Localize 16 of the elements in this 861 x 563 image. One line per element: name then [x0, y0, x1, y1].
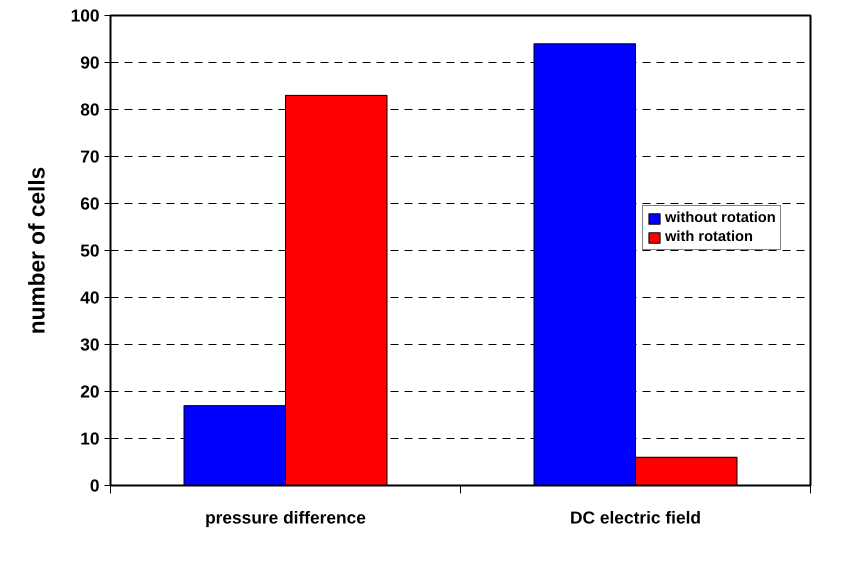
y-tick-label: 50: [80, 240, 100, 260]
legend-label: without rotation: [665, 210, 776, 226]
y-axis-title: number of cells: [24, 166, 50, 334]
y-tick-label: 90: [80, 52, 100, 72]
y-tick-label: 70: [80, 146, 100, 166]
x-tick-label: DC electric field: [570, 508, 701, 528]
y-tick-label: 20: [80, 382, 100, 402]
legend-label: with rotation: [665, 229, 753, 245]
x-tick-label: pressure difference: [205, 508, 366, 528]
y-tick-label: 60: [80, 194, 100, 214]
y-tick-label: 10: [80, 428, 100, 448]
y-tick-label: 30: [80, 334, 100, 354]
y-tick-label: 40: [80, 288, 100, 308]
y-tick-label: 0: [90, 476, 100, 496]
y-tick-label: 100: [70, 6, 100, 26]
y-tick-label: 80: [80, 100, 100, 120]
